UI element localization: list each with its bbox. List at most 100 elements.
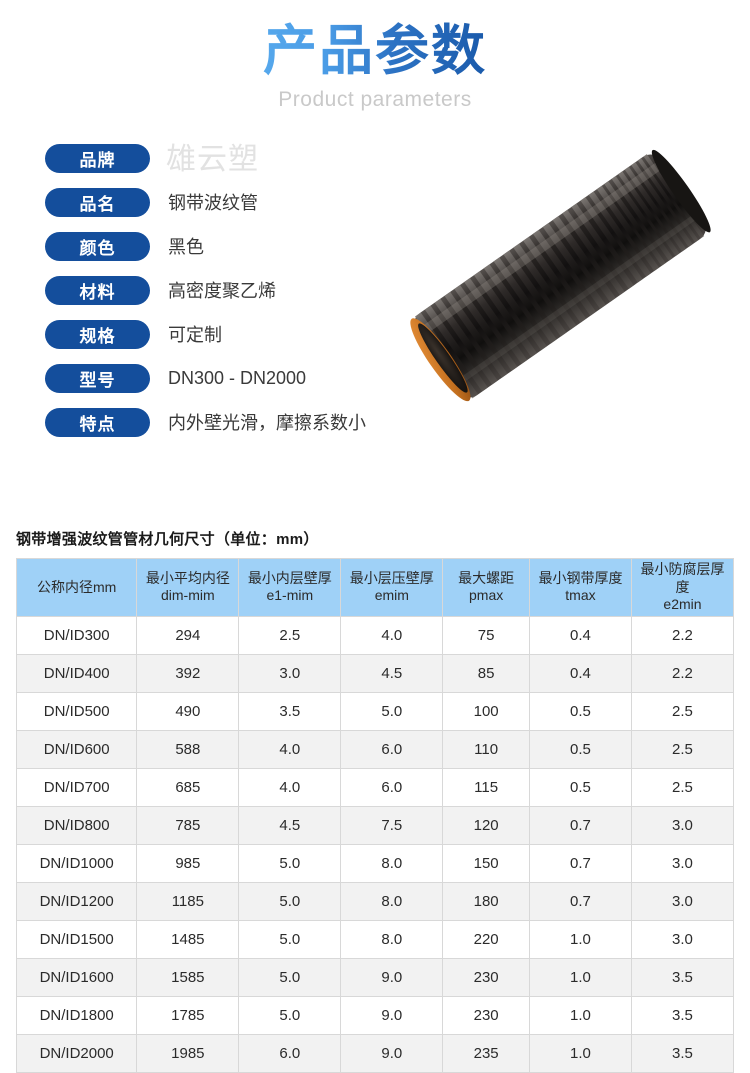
table-cell: 3.5	[238, 691, 342, 731]
header-en: pmax	[469, 587, 504, 604]
table-cell: DN/ID1200	[15, 881, 138, 921]
table-cell: 8.0	[340, 881, 444, 921]
spec-label-material: 材料	[45, 275, 150, 305]
table-cell: 85	[442, 653, 530, 693]
table-row: DN/ID600 588 4.0 6.0 110 0.5 2.5	[15, 729, 735, 769]
spec-row-specification: 规格 可定制	[45, 312, 385, 356]
table-cell: 100	[442, 691, 530, 731]
spec-row-color: 颜色 黑色	[45, 224, 385, 268]
table-header-cell: 最小平均内径 dim-mim	[136, 558, 240, 617]
header-cn: 最小层压壁厚	[349, 569, 434, 586]
table-row: DN/ID400 392 3.0 4.5 85 0.4 2.2	[15, 653, 735, 693]
page-subtitle: Product parameters	[278, 88, 472, 112]
spec-value-feature: 内外壁光滑，摩擦系数小	[168, 413, 366, 434]
table-cell: 2.5	[238, 615, 342, 655]
table-row: DN/ID500 490 3.5 5.0 100 0.5 2.5	[15, 691, 735, 731]
table-cell: 490	[136, 691, 240, 731]
spec-row-feature: 特点 内外壁光滑，摩擦系数小	[45, 400, 385, 444]
product-overview: 品牌 雄云塑 品名 钢带波纹管 颜色 黑色 材料 高密度聚乙烯 规格 可定制 型…	[0, 126, 750, 466]
table-cell: 3.0	[630, 805, 735, 845]
table-cell: 588	[136, 729, 240, 769]
spec-row-product-name: 品名 钢带波纹管	[45, 180, 385, 224]
table-cell: 3.5	[630, 1033, 735, 1073]
table-header-cell: 最小内层壁厚 e1-mim	[238, 558, 342, 617]
table-row: DN/ID2000 1985 6.0 9.0 235 1.0 3.5	[15, 1033, 735, 1073]
header-en: emim	[374, 587, 409, 604]
header-cn: 最小防腐层厚度	[640, 561, 725, 595]
table-cell: 0.4	[528, 615, 632, 655]
table-cell: 6.0	[238, 1033, 342, 1073]
table-row: DN/ID1000 985 5.0 8.0 150 0.7 3.0	[15, 843, 735, 883]
spec-value-material: 高密度聚乙烯	[168, 281, 276, 302]
table-cell: 2.2	[630, 653, 735, 693]
spec-value-brand: 雄云塑	[166, 143, 259, 177]
table-cell: 4.0	[340, 615, 444, 655]
table-cell: 685	[136, 767, 240, 807]
header-cn: 公称内径mm	[37, 578, 117, 595]
table-cell: 9.0	[340, 1033, 444, 1073]
table-cell: 4.5	[238, 805, 342, 845]
table-cell: 2.2	[630, 615, 735, 655]
table-cell: 4.5	[340, 653, 444, 693]
header-cn: 最小内层壁厚	[247, 569, 332, 586]
table-header-row: 公称内径mm 最小平均内径 dim-mim 最小内层壁厚 e1-mim 最小层压…	[15, 558, 735, 617]
table-cell: 1.0	[528, 1033, 632, 1073]
table-cell: 3.5	[630, 957, 735, 997]
table-cell: 3.0	[630, 881, 735, 921]
table-cell: 2.5	[630, 767, 735, 807]
table-cell: 120	[442, 805, 530, 845]
table-cell: 5.0	[238, 881, 342, 921]
table-cell: DN/ID1000	[15, 843, 138, 883]
table-cell: 4.0	[238, 729, 342, 769]
table-cell: 230	[442, 957, 530, 997]
spec-label-brand: 品牌	[45, 143, 150, 173]
table-cell: 985	[136, 843, 240, 883]
table-cell: DN/ID1800	[15, 995, 138, 1035]
table-cell: 0.5	[528, 729, 632, 769]
spec-label-color: 颜色	[45, 231, 150, 261]
table-cell: 5.0	[238, 957, 342, 997]
table-cell: 1785	[136, 995, 240, 1035]
spec-row-model: 型号 DN300 - DN2000	[45, 356, 385, 400]
header-en: tmax	[565, 587, 596, 604]
spec-label-model: 型号	[45, 363, 150, 393]
table-cell: 110	[442, 729, 530, 769]
table-row: DN/ID800 785 4.5 7.5 120 0.7 3.0	[15, 805, 735, 845]
spec-value-color: 黑色	[168, 237, 204, 258]
table-cell: 3.0	[238, 653, 342, 693]
table-cell: DN/ID300	[15, 615, 138, 655]
table-cell: 0.5	[528, 691, 632, 731]
table-caption: 钢带增强波纹管管材几何尺寸（单位：mm）	[16, 531, 319, 548]
table-cell: 1585	[136, 957, 240, 997]
table-header-cell: 最大螺距 pmax	[442, 558, 530, 617]
table-row: DN/ID700 685 4.0 6.0 115 0.5 2.5	[15, 767, 735, 807]
table-cell: 230	[442, 995, 530, 1035]
header-cn: 最大螺距	[458, 569, 515, 586]
table-cell: 392	[136, 653, 240, 693]
spec-list: 品牌 雄云塑 品名 钢带波纹管 颜色 黑色 材料 高密度聚乙烯 规格 可定制 型…	[45, 136, 385, 444]
table-cell: 294	[136, 615, 240, 655]
table-header-cell: 最小钢带厚度 tmax	[528, 558, 632, 617]
table-cell: DN/ID800	[15, 805, 138, 845]
page-title: 产品参数	[263, 21, 487, 81]
table-cell: 5.0	[340, 691, 444, 731]
table-cell: DN/ID2000	[15, 1033, 138, 1073]
table-cell: 2.5	[630, 729, 735, 769]
table-cell: 3.0	[630, 843, 735, 883]
table-header-cell: 最小层压壁厚 emim	[340, 558, 444, 617]
table-row: DN/ID1800 1785 5.0 9.0 230 1.0 3.5	[15, 995, 735, 1035]
table-cell: 6.0	[340, 729, 444, 769]
table-row: DN/ID1200 1185 5.0 8.0 180 0.7 3.0	[15, 881, 735, 921]
table-cell: 2.5	[630, 691, 735, 731]
table-cell: 0.7	[528, 881, 632, 921]
table-cell: 150	[442, 843, 530, 883]
table-cell: DN/ID1500	[15, 919, 138, 959]
table-cell: DN/ID400	[15, 653, 138, 693]
table-cell: 1.0	[528, 919, 632, 959]
table-cell: 7.5	[340, 805, 444, 845]
table-head: 公称内径mm 最小平均内径 dim-mim 最小内层壁厚 e1-mim 最小层压…	[15, 558, 735, 617]
table-cell: 9.0	[340, 995, 444, 1035]
table-row: DN/ID1600 1585 5.0 9.0 230 1.0 3.5	[15, 957, 735, 997]
header-cn: 最小钢带厚度	[538, 569, 623, 586]
table-cell: 0.5	[528, 767, 632, 807]
